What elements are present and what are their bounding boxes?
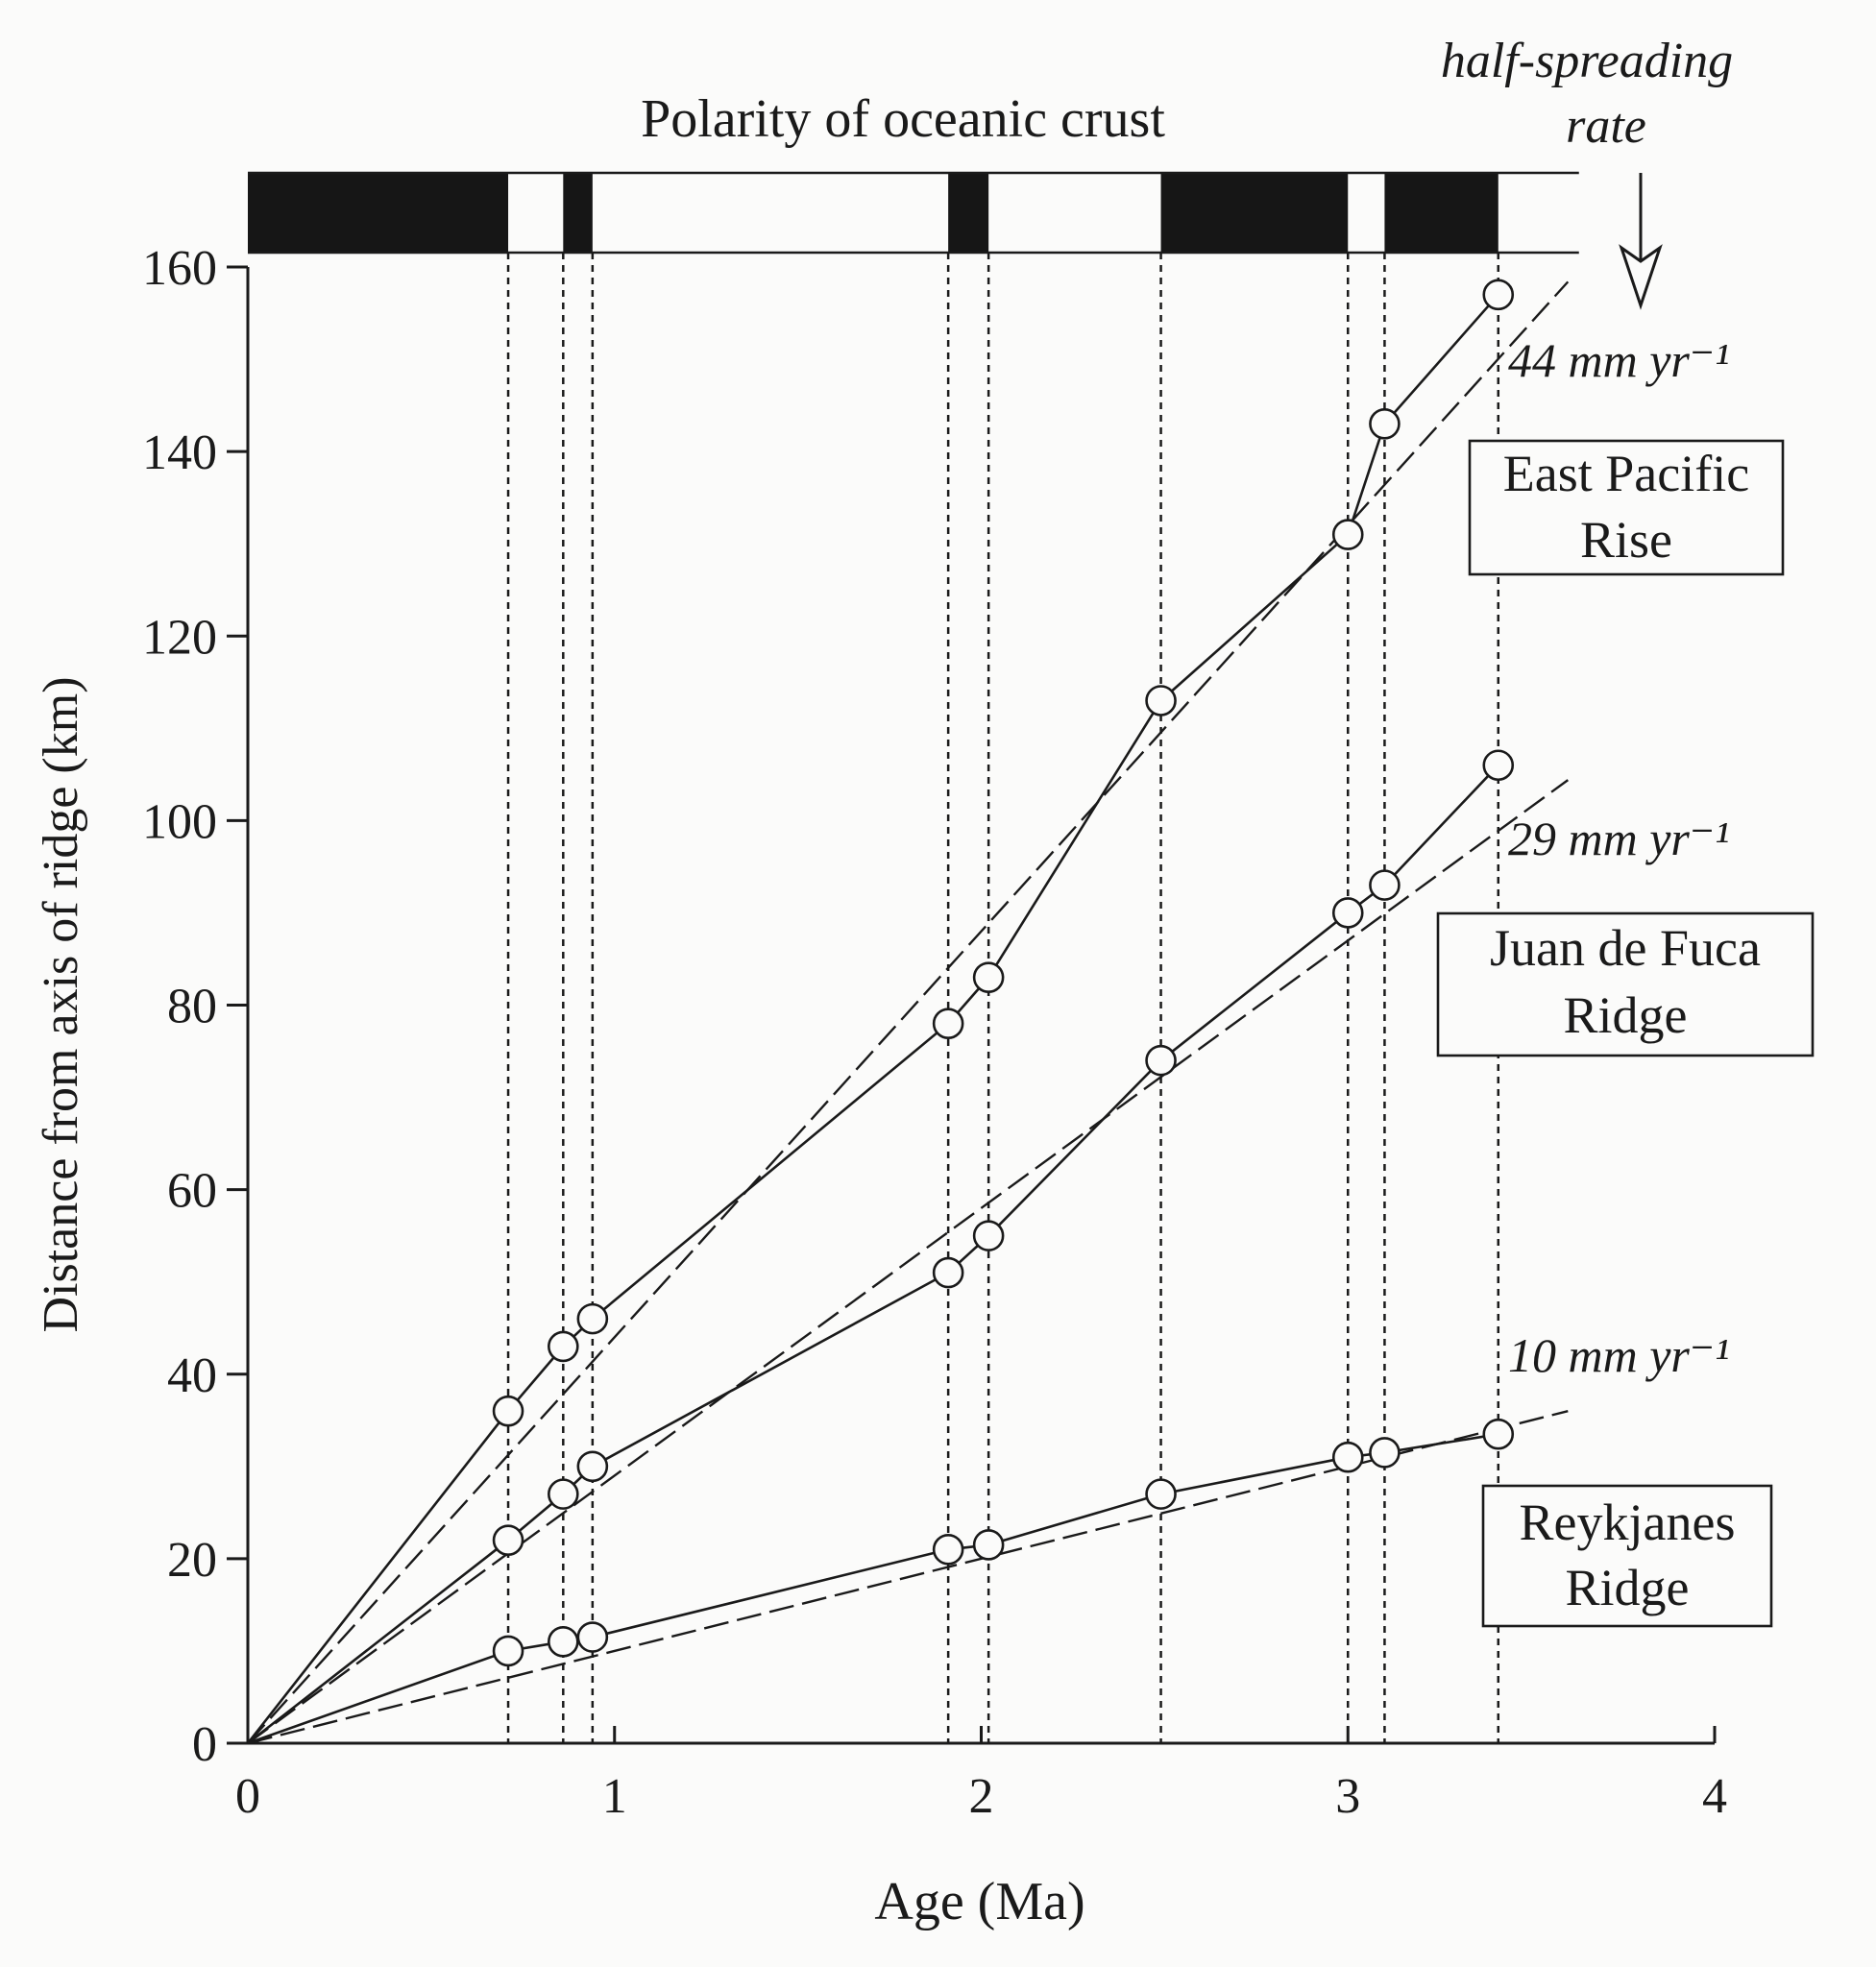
y-tick-label: 60: [167, 1164, 217, 1219]
data-point-juan-de-fuca-ridge: [576, 1450, 609, 1483]
rate-fit-line-east-pacific-rise: [247, 280, 1570, 1744]
normal-polarity-block: [948, 173, 989, 253]
down-arrow-icon: [1619, 173, 1663, 310]
data-point-reykjanes-ridge: [932, 1533, 964, 1566]
normal-polarity-block: [1160, 173, 1349, 253]
data-point-juan-de-fuca-ridge: [932, 1256, 964, 1289]
x-ticks: 0 1 2 3 4: [235, 1726, 1727, 1824]
y-tick-label: 20: [167, 1533, 217, 1588]
series-layer: [246, 279, 1570, 1745]
half-spreading-label-line1: half-spreading: [1441, 34, 1733, 88]
data-point-east-pacific-rise: [1482, 279, 1515, 311]
y-tick-label: 100: [142, 794, 217, 849]
y-tick-label: 80: [167, 980, 217, 1034]
y-tick-label: 0: [192, 1717, 217, 1772]
y-tick-label: 160: [142, 241, 217, 296]
normal-polarity-block: [563, 173, 593, 253]
x-axis-label: Age (Ma): [874, 1872, 1084, 1931]
x-tick-label: 3: [1335, 1769, 1360, 1824]
ridge-label-east-pacific-line1: East Pacific: [1503, 445, 1749, 502]
data-point-east-pacific-rise: [932, 1008, 964, 1040]
y-axis-label: Distance from axis of ridge (km): [34, 676, 88, 1332]
normal-polarity-block: [248, 173, 509, 253]
data-point-juan-de-fuca-ridge: [1482, 749, 1515, 782]
reversal-lines: [506, 253, 1500, 1743]
rate-fit-line-reykjanes-ridge: [247, 1410, 1569, 1745]
data-point-reykjanes-ridge: [1369, 1437, 1401, 1469]
rate-label-east-pacific: 44 mm yr⁻¹: [1508, 333, 1729, 387]
data-point-east-pacific-rise: [1369, 408, 1401, 440]
polarity-title: Polarity of oceanic crust: [641, 89, 1165, 149]
data-point-reykjanes-ridge: [492, 1635, 524, 1667]
label-box-frame: [1436, 911, 1815, 1057]
y-tick-label: 140: [142, 425, 217, 480]
ridge-label-juan-de-fuca-line1: Juan de Fuca: [1490, 919, 1761, 977]
x-tick-label: 0: [235, 1769, 260, 1824]
label-box-frame: [1481, 1484, 1773, 1628]
x-tick-label: 1: [602, 1769, 627, 1824]
data-point-reykjanes-ridge: [576, 1621, 609, 1653]
data-point-reykjanes-ridge: [1482, 1418, 1515, 1450]
ridge-label-east-pacific-line2: Rise: [1580, 511, 1672, 569]
data-point-reykjanes-ridge: [1331, 1441, 1364, 1473]
x-tick-label: 2: [969, 1769, 994, 1824]
label-box-frame: [1468, 439, 1785, 576]
data-point-juan-de-fuca-ridge: [1145, 1044, 1177, 1077]
rate-fit-line-juan-de-fuca-ridge: [247, 779, 1570, 1744]
ridge-label-reykjanes-line2: Ridge: [1566, 1559, 1690, 1616]
ridge-label-reykjanes-line1: Reykjanes: [1520, 1493, 1736, 1551]
rate-label-reykjanes: 10 mm yr⁻¹: [1508, 1328, 1729, 1382]
x-tick-label: 4: [1702, 1769, 1727, 1824]
data-point-east-pacific-rise: [972, 961, 1005, 993]
label-box-juan-de-fuca: Juan de Fuca Ridge: [1436, 911, 1815, 1057]
data-point-reykjanes-ridge: [548, 1626, 579, 1658]
series-line-east-pacific-rise: [246, 293, 1499, 1744]
data-point-east-pacific-rise: [576, 1302, 609, 1335]
series-line-juan-de-fuca-ridge: [247, 764, 1499, 1745]
data-point-reykjanes-ridge: [972, 1529, 1005, 1561]
ridge-label-juan-de-fuca-line2: Ridge: [1564, 986, 1688, 1044]
label-box-east-pacific-rise: East Pacific Rise: [1468, 439, 1785, 576]
half-spreading-label-line2: rate: [1566, 99, 1646, 154]
data-point-reykjanes-ridge: [1145, 1478, 1177, 1510]
y-tick-label: 40: [167, 1348, 217, 1403]
normal-polarity-block: [1384, 173, 1498, 253]
data-point-east-pacific-rise: [1145, 685, 1177, 716]
data-point-east-pacific-rise: [1331, 519, 1364, 550]
data-point-juan-de-fuca-ridge: [972, 1220, 1005, 1251]
data-point-juan-de-fuca-ridge: [1331, 897, 1364, 929]
data-point-juan-de-fuca-ridge: [548, 1478, 579, 1510]
polarity-band: [248, 171, 1579, 255]
data-point-juan-de-fuca-ridge: [492, 1524, 524, 1556]
data-point-east-pacific-rise: [548, 1330, 579, 1363]
y-ticks: 0 20 40 60 80 100 120 140 160: [142, 241, 248, 1772]
series-line-reykjanes-ridge: [247, 1432, 1499, 1745]
label-box-reykjanes: Reykjanes Ridge: [1481, 1484, 1773, 1628]
rate-label-juan-de-fuca: 29 mm yr⁻¹: [1508, 812, 1729, 865]
data-point-east-pacific-rise: [492, 1395, 524, 1427]
data-point-juan-de-fuca-ridge: [1369, 869, 1401, 901]
y-tick-label: 120: [142, 610, 217, 665]
